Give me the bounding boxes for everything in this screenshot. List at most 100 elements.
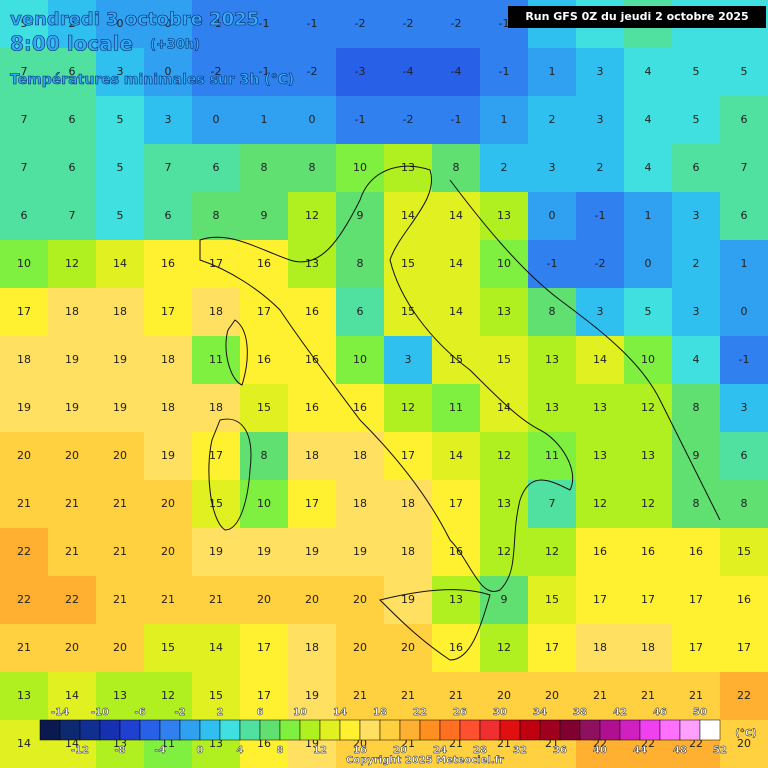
colorbar-label: 0: [197, 745, 204, 756]
grid-cell: [720, 192, 768, 240]
grid-value: 4: [645, 161, 652, 174]
grid-cell: [144, 48, 192, 96]
colorbar-swatch: [219, 719, 241, 741]
grid-value: 15: [737, 545, 751, 558]
grid-value: 0: [117, 17, 124, 30]
colorbar-swatch: [59, 719, 81, 741]
grid-value: 18: [641, 641, 655, 654]
colorbar-label: 12: [313, 745, 327, 756]
grid-cell: [96, 48, 144, 96]
grid-cell: [576, 144, 624, 192]
grid-value: -1: [451, 113, 462, 126]
grid-cell: [672, 528, 720, 576]
grid-cell: [624, 624, 672, 672]
grid-value: 8: [357, 257, 364, 270]
grid-value: 8: [741, 497, 748, 510]
grid-value: 0: [645, 257, 652, 270]
grid-value: 15: [545, 593, 559, 606]
colorbar-label: -4: [154, 745, 165, 756]
grid-cell: [48, 384, 96, 432]
grid-value: 17: [209, 449, 223, 462]
grid-cell: [432, 384, 480, 432]
colorbar-label: -6: [134, 707, 145, 718]
grid-value: 21: [65, 497, 79, 510]
grid-cell: [672, 144, 720, 192]
grid-cell: [48, 288, 96, 336]
grid-value: 1: [261, 113, 268, 126]
grid-value: 6: [693, 161, 700, 174]
grid-value: 18: [305, 641, 319, 654]
colorbar-swatch: [459, 719, 481, 741]
colorbar-label: 24: [433, 745, 447, 756]
grid-cell: [576, 48, 624, 96]
grid-cell: [528, 144, 576, 192]
grid-value: 16: [449, 545, 463, 558]
colorbar-label: 52: [713, 745, 727, 756]
run-box: [508, 6, 766, 28]
grid-cell: [48, 48, 96, 96]
grid-cell: [192, 576, 240, 624]
grid-value: 18: [401, 545, 415, 558]
copyright: Copyright 2025 Meteociel.fr: [346, 755, 504, 766]
grid-value: 1: [501, 113, 508, 126]
grid-cell: [384, 0, 432, 48]
grid-value: 3: [741, 401, 748, 414]
grid-cell: [0, 240, 48, 288]
grid-cell: [576, 528, 624, 576]
grid-value: 16: [353, 401, 367, 414]
date: vendredi 3 octobre 2025: [10, 9, 259, 30]
grid-value: 10: [257, 497, 271, 510]
grid-value: 0: [309, 113, 316, 126]
coastline: [199, 165, 574, 593]
grid-cell: [144, 528, 192, 576]
grid-cell: [672, 288, 720, 336]
grid-cell: [192, 624, 240, 672]
grid-cell: [528, 384, 576, 432]
colorbar-swatch: [79, 719, 101, 741]
grid-value: 8: [693, 497, 700, 510]
grid-value: 5: [21, 17, 28, 30]
grid-cell: [432, 432, 480, 480]
grid-cell: [480, 96, 528, 144]
grid-value: 3: [117, 65, 124, 78]
grid-value: 18: [353, 449, 367, 462]
grid-cell: [48, 576, 96, 624]
grid-cell: [144, 432, 192, 480]
grid-value: 8: [261, 449, 268, 462]
grid-value: 3: [693, 209, 700, 222]
grid-value: 9: [501, 593, 508, 606]
grid-cell: [240, 96, 288, 144]
grid-value: 11: [209, 353, 223, 366]
grid-cell: [576, 624, 624, 672]
grid-value: 17: [257, 305, 271, 318]
grid-cell: [48, 672, 96, 720]
grid-cell: [0, 384, 48, 432]
grid-value: 5: [645, 305, 652, 318]
grid-value: 21: [401, 689, 415, 702]
grid-cell: [48, 0, 96, 48]
colorbar-swatch: [399, 719, 421, 741]
grid-value: 1: [549, 65, 556, 78]
grid-cell: [384, 288, 432, 336]
grid-value: 3: [597, 305, 604, 318]
grid-value: 16: [305, 353, 319, 366]
grid-value: 20: [113, 641, 127, 654]
grid-cell: [624, 480, 672, 528]
grid-cell: [288, 192, 336, 240]
grid-cell: [720, 576, 768, 624]
colorbar-label: 14: [333, 707, 347, 718]
colorbar-swatch: [419, 719, 441, 741]
grid-value: 5: [117, 161, 124, 174]
grid-value: -1: [259, 17, 270, 30]
grid-value: 6: [69, 65, 76, 78]
grid-cell: [336, 96, 384, 144]
grid-cell: [192, 96, 240, 144]
grid-value: 19: [305, 689, 319, 702]
grid-cell: [192, 384, 240, 432]
grid-value: -4: [451, 65, 462, 78]
grid-value: 14: [401, 209, 415, 222]
grid-value: 16: [161, 257, 175, 270]
colorbar-label: 30: [493, 707, 507, 718]
colorbar-swatch: [119, 719, 141, 741]
grid-cell: [288, 0, 336, 48]
